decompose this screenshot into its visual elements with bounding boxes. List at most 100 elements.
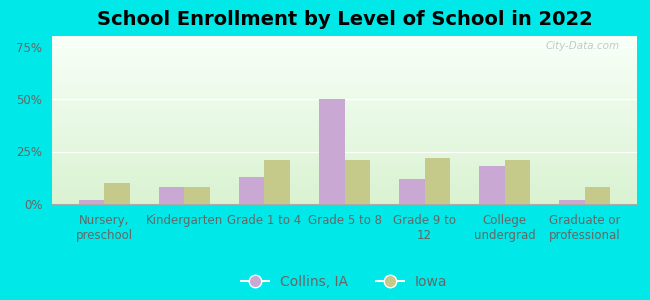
Bar [52, 91, 637, 92]
Bar [52, 40, 637, 41]
Bar [52, 110, 637, 111]
Bar [52, 128, 637, 129]
Bar [52, 63, 637, 64]
Bar [52, 126, 637, 127]
Bar [52, 47, 637, 48]
Bar [52, 189, 637, 190]
Bar [52, 79, 637, 80]
Bar [52, 65, 637, 66]
Bar [52, 171, 637, 172]
Bar [52, 167, 637, 168]
Bar [52, 184, 637, 185]
Bar [52, 147, 637, 148]
Bar [52, 125, 637, 126]
Bar [52, 161, 637, 162]
Bar [52, 196, 637, 197]
Bar [52, 165, 637, 166]
Text: City-Data.com: City-Data.com [545, 41, 619, 51]
Bar [52, 52, 637, 53]
Bar [52, 82, 637, 83]
Bar [52, 77, 637, 78]
Bar [52, 95, 637, 96]
Bar [52, 141, 637, 142]
Bar [52, 124, 637, 125]
Bar [52, 39, 637, 40]
Title: School Enrollment by Level of School in 2022: School Enrollment by Level of School in … [97, 10, 592, 29]
Bar [52, 74, 637, 75]
Bar [52, 119, 637, 120]
Bar [52, 181, 637, 182]
Bar [52, 56, 637, 57]
Bar [52, 148, 637, 149]
Bar [52, 83, 637, 84]
Bar [52, 180, 637, 181]
Bar [52, 90, 637, 91]
Bar [52, 199, 637, 200]
Bar [52, 97, 637, 98]
Bar [52, 186, 637, 187]
Bar [52, 85, 637, 86]
Bar [265, 160, 290, 204]
Bar [52, 156, 637, 157]
Bar [52, 158, 637, 159]
Bar [52, 121, 637, 122]
Bar [52, 61, 637, 62]
Bar [52, 175, 637, 176]
Bar [52, 42, 637, 43]
Bar [52, 49, 637, 50]
Bar [52, 89, 637, 90]
Bar [52, 46, 637, 47]
Bar [52, 131, 637, 132]
Bar [52, 118, 637, 119]
Bar [52, 149, 637, 150]
Bar [52, 159, 637, 160]
Bar [52, 154, 637, 155]
Bar [52, 203, 637, 204]
Bar [52, 122, 637, 123]
Bar [52, 58, 637, 59]
Bar [52, 155, 637, 156]
Bar [479, 166, 504, 204]
Bar [52, 166, 637, 167]
Bar [52, 72, 637, 73]
Bar [585, 187, 610, 204]
Bar [52, 190, 637, 191]
Bar [52, 105, 637, 106]
Bar [52, 191, 637, 192]
Bar [52, 143, 637, 144]
Bar [52, 187, 637, 188]
Bar [52, 153, 637, 154]
Bar [399, 179, 424, 204]
Bar [52, 152, 637, 153]
Bar [52, 44, 637, 45]
Bar [52, 198, 637, 199]
Bar [52, 86, 637, 87]
Bar [52, 177, 637, 178]
Bar [344, 160, 370, 204]
Bar [52, 84, 637, 85]
Bar [52, 123, 637, 124]
Bar [52, 185, 637, 186]
Bar [104, 183, 130, 204]
Bar [185, 187, 210, 204]
Bar [52, 120, 637, 121]
Bar [52, 73, 637, 74]
Bar [52, 114, 637, 115]
Bar [52, 75, 637, 76]
Bar [52, 100, 637, 101]
Bar [52, 115, 637, 116]
Bar [52, 202, 637, 203]
Bar [52, 135, 637, 136]
Bar [52, 172, 637, 173]
Bar [52, 138, 637, 139]
Bar [52, 48, 637, 49]
Bar [52, 179, 637, 180]
Bar [52, 59, 637, 60]
Bar [52, 146, 637, 147]
Bar [52, 62, 637, 63]
Bar [52, 169, 637, 170]
Bar [52, 129, 637, 130]
Bar [52, 37, 637, 38]
Bar [52, 96, 637, 97]
Bar [52, 104, 637, 105]
